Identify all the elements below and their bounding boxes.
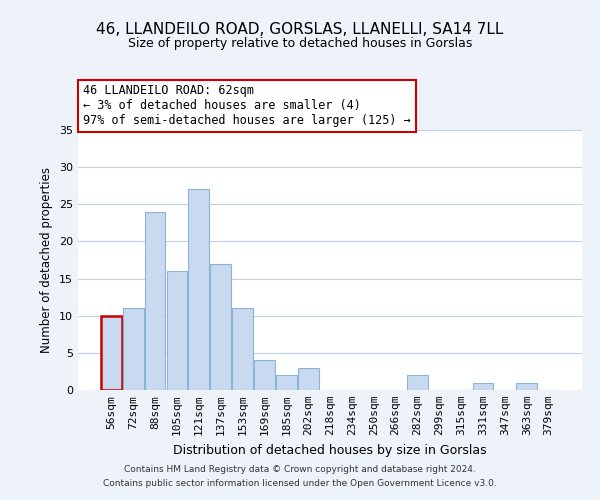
Bar: [254, 360, 275, 390]
Bar: [145, 212, 166, 390]
Bar: [232, 308, 253, 390]
Bar: [210, 264, 231, 390]
Text: 46 LLANDEILO ROAD: 62sqm
← 3% of detached houses are smaller (4)
97% of semi-det: 46 LLANDEILO ROAD: 62sqm ← 3% of detache…: [83, 84, 411, 128]
Bar: [101, 316, 122, 390]
X-axis label: Distribution of detached houses by size in Gorslas: Distribution of detached houses by size …: [173, 444, 487, 456]
Text: Contains HM Land Registry data © Crown copyright and database right 2024.: Contains HM Land Registry data © Crown c…: [124, 466, 476, 474]
Bar: [276, 375, 296, 390]
Y-axis label: Number of detached properties: Number of detached properties: [40, 167, 53, 353]
Bar: [517, 382, 537, 390]
Bar: [167, 271, 187, 390]
Bar: [298, 368, 319, 390]
Bar: [123, 308, 143, 390]
Text: Contains public sector information licensed under the Open Government Licence v3: Contains public sector information licen…: [103, 479, 497, 488]
Text: Size of property relative to detached houses in Gorslas: Size of property relative to detached ho…: [128, 38, 472, 51]
Text: 46, LLANDEILO ROAD, GORSLAS, LLANELLI, SA14 7LL: 46, LLANDEILO ROAD, GORSLAS, LLANELLI, S…: [97, 22, 503, 38]
Bar: [407, 375, 428, 390]
Bar: [473, 382, 493, 390]
Bar: [188, 190, 209, 390]
